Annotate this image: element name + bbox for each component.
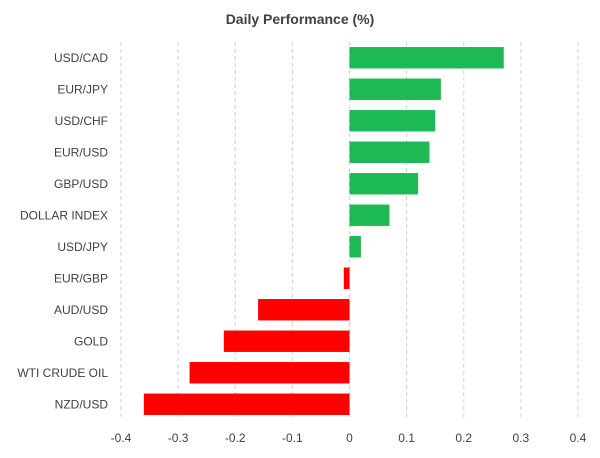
- category-label: USD/JPY: [57, 240, 108, 254]
- x-tick-label: 0.4: [570, 431, 587, 445]
- grid-lines: [120, 42, 579, 420]
- category-label: USD/CHF: [55, 114, 108, 128]
- chart-title: Daily Performance (%): [226, 11, 375, 27]
- bars: [143, 47, 504, 415]
- category-label: EUR/GBP: [54, 271, 108, 285]
- x-tick-label: 0.1: [398, 431, 415, 445]
- bar: [349, 47, 504, 69]
- category-label: USD/CAD: [54, 51, 108, 65]
- x-tick-label: -0.4: [111, 431, 132, 445]
- category-label: NZD/USD: [55, 397, 109, 411]
- bar: [349, 173, 419, 195]
- bar: [143, 393, 350, 415]
- bar: [343, 267, 350, 289]
- category-label: GBP/USD: [54, 177, 108, 191]
- category-label: DOLLAR INDEX: [20, 208, 108, 222]
- x-tick-label: -0.1: [282, 431, 303, 445]
- category-label: AUD/USD: [54, 303, 108, 317]
- x-tick-label: -0.2: [225, 431, 246, 445]
- category-label: GOLD: [74, 334, 108, 348]
- x-tick-labels: -0.4 -0.3 -0.2 -0.1 0 0.1 0.2 0.3 0.4: [111, 431, 587, 445]
- category-labels: USD/CAD EUR/JPY USD/CHF EUR/USD GBP/USD DOLLA…: [17, 51, 108, 412]
- category-label: EUR/JPY: [57, 82, 108, 96]
- bar: [349, 110, 436, 132]
- bar: [223, 330, 350, 352]
- bar: [349, 204, 390, 226]
- x-tick-label: 0: [346, 431, 353, 445]
- x-tick-label: -0.3: [168, 431, 189, 445]
- bar: [258, 299, 350, 321]
- category-label: EUR/USD: [54, 145, 108, 159]
- bar: [349, 141, 430, 163]
- category-label: WTI CRUDE OIL: [17, 366, 108, 380]
- bar: [189, 362, 350, 384]
- bar: [349, 78, 441, 100]
- bar: [349, 236, 361, 258]
- x-tick-label: 0.2: [455, 431, 472, 445]
- x-tick-label: 0.3: [513, 431, 530, 445]
